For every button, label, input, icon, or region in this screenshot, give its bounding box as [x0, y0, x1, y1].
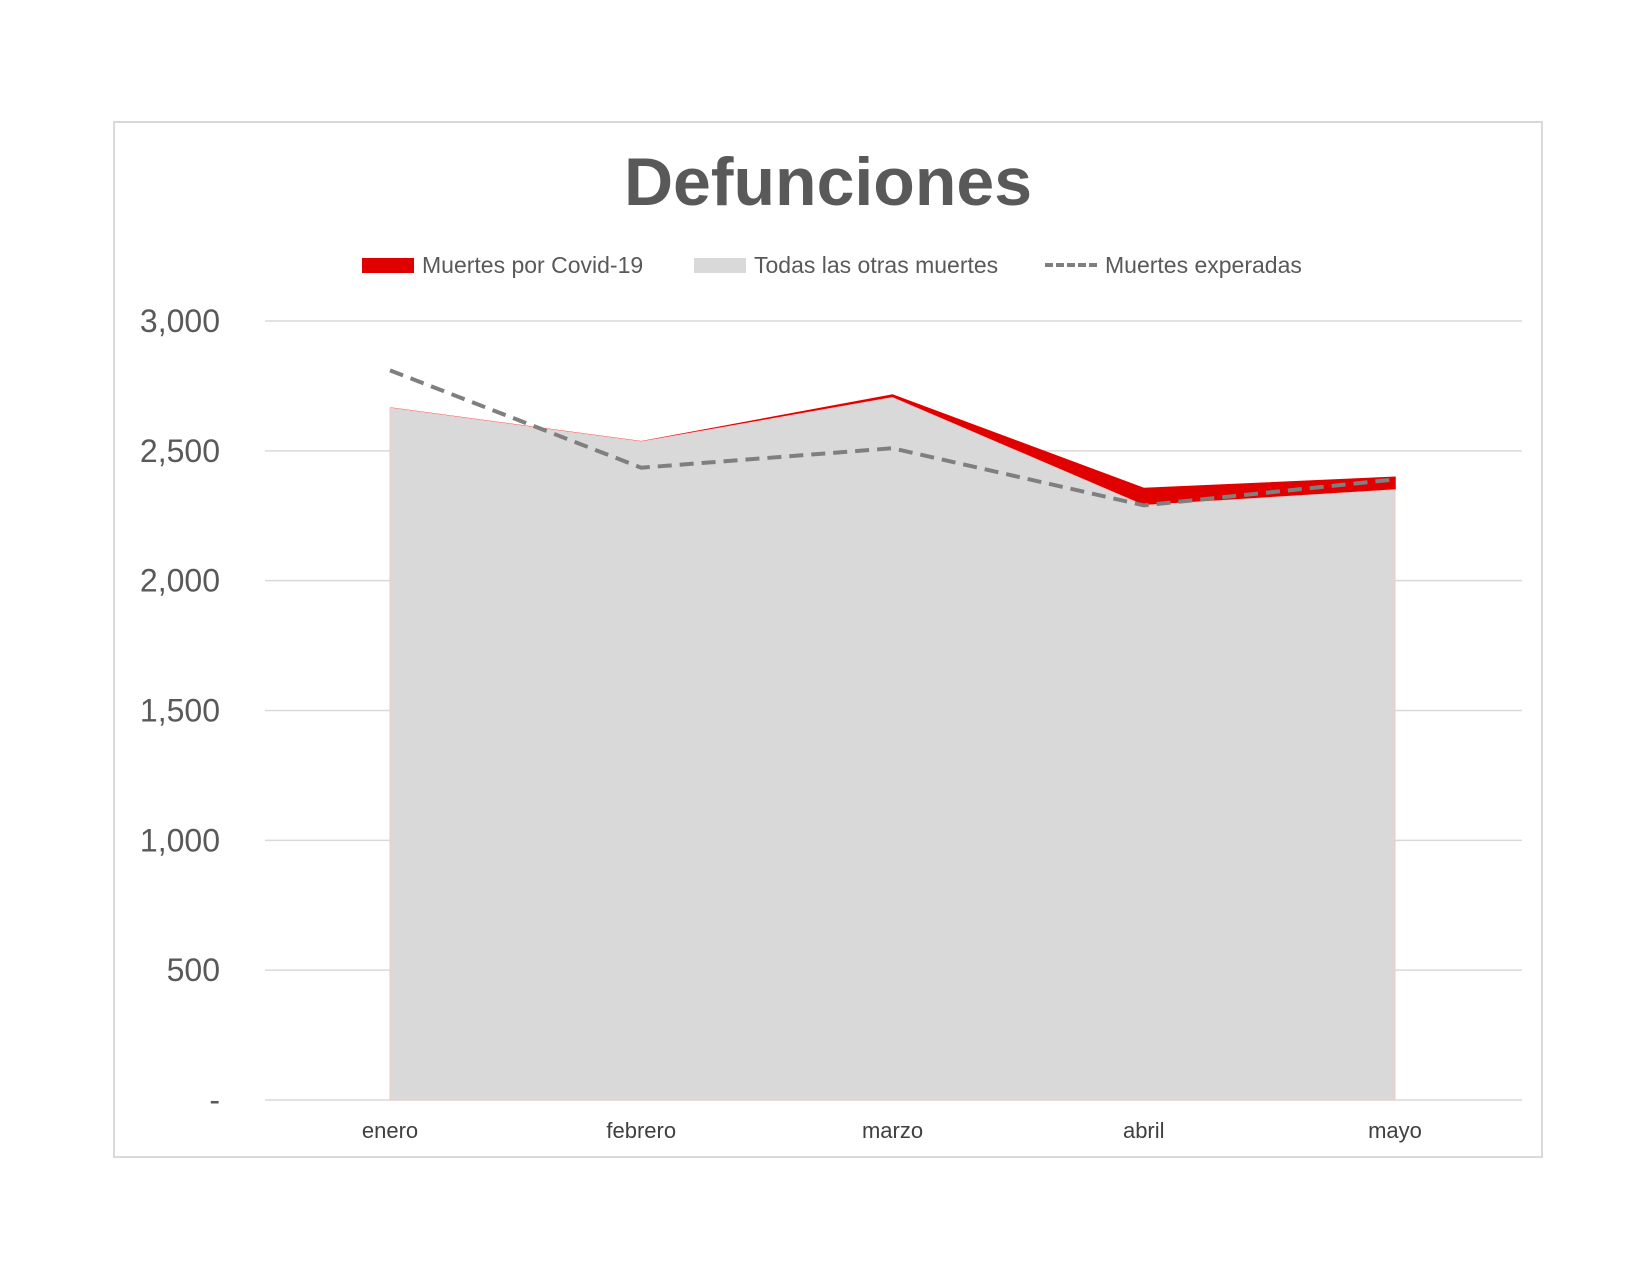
y-tick-label-2500: 2,500: [140, 433, 220, 469]
y-tick-label-1000: 1,000: [140, 822, 220, 858]
x-tick-label-mayo: mayo: [1368, 1118, 1422, 1143]
legend-label-other: Todas las otras muertes: [754, 251, 999, 278]
y-tick-label-3000: 3,000: [140, 303, 220, 339]
y-tick-label-1500: 1,500: [140, 693, 220, 729]
x-tick-label-enero: enero: [362, 1118, 418, 1143]
legend-swatch-covid: [362, 257, 414, 273]
legend-swatch-expected: [1045, 263, 1097, 267]
x-tick-label-abril: abril: [1123, 1118, 1165, 1143]
series-area-other: [389, 397, 1396, 1101]
legend-swatch-other: [694, 257, 746, 273]
legend-label-covid: Muertes por Covid-19: [422, 251, 644, 278]
x-tick-label-febrero: febrero: [606, 1118, 676, 1143]
legend-label-expected: Muertes experadas: [1105, 251, 1302, 278]
legend-item-expected: Muertes experadas: [1045, 248, 1302, 282]
y-tick-label-0: -: [209, 1082, 220, 1118]
x-tick-label-marzo: marzo: [862, 1118, 923, 1143]
y-tick-label-2000: 2,000: [140, 563, 220, 599]
y-tick-label-500: 500: [167, 952, 220, 988]
legend-item-covid: Muertes por Covid-19: [362, 248, 643, 282]
series-line-expected: [389, 368, 1396, 508]
legend-item-other: Todas las otras muertes: [694, 248, 998, 282]
chart-title: Defunciones: [623, 144, 1033, 220]
